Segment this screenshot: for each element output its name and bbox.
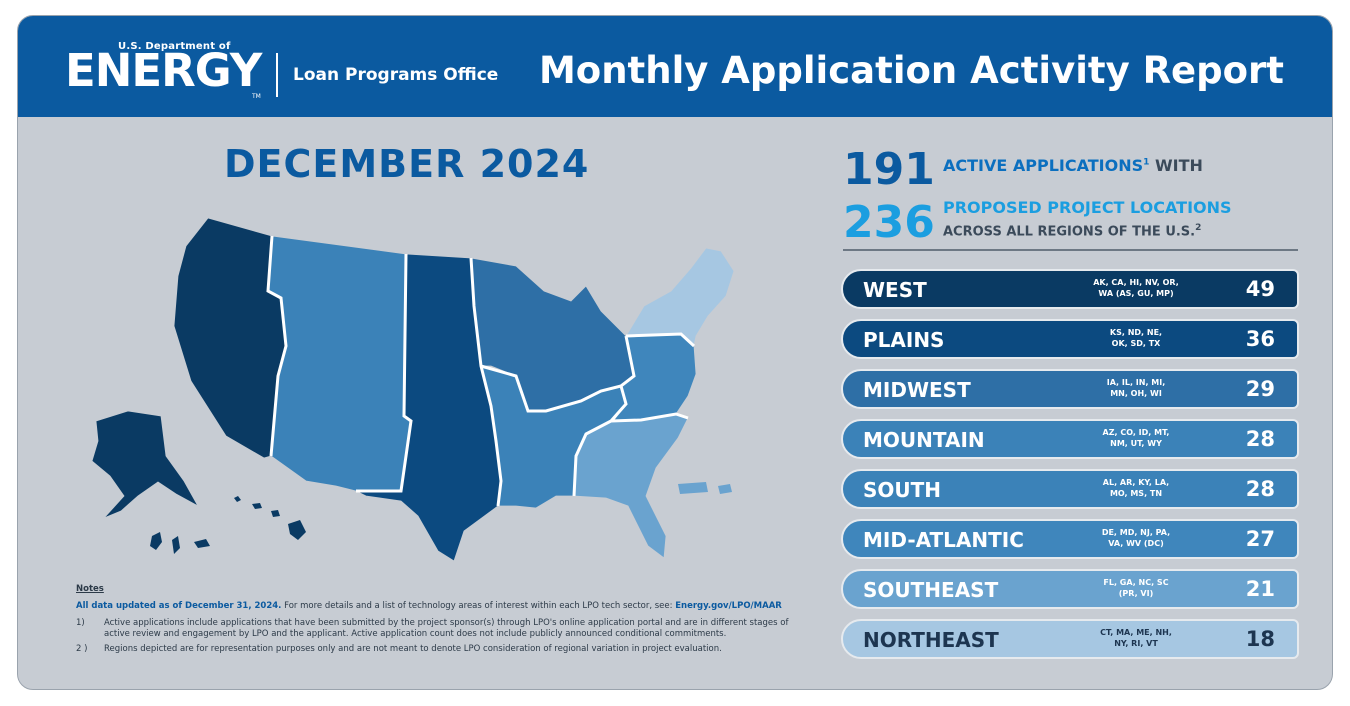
map-region-west-territories xyxy=(150,532,210,554)
note-item: 1) Active applications include applicatio… xyxy=(76,618,796,640)
energy-logo: ENERGY xyxy=(65,44,262,97)
footnote-ref-2: 2 xyxy=(1195,223,1202,233)
notes-updated-date: All data updated as of December 31, 2024… xyxy=(76,601,282,611)
stats-divider xyxy=(843,249,1298,251)
notes-lead: All data updated as of December 31, 2024… xyxy=(76,601,796,612)
map-region-west-hawaii xyxy=(234,496,306,540)
region-count: 21 xyxy=(1245,577,1275,601)
project-locations-sub: ACROSS ALL REGIONS OF THE U.S.2 xyxy=(943,223,1201,239)
region-states: AZ, CO, ID, MT, NM, UT, WY xyxy=(1076,427,1196,449)
project-locations-label: PROPOSED PROJECT LOCATIONS xyxy=(943,198,1232,217)
notes-link[interactable]: Energy.gov/LPO/MAAR xyxy=(675,601,782,611)
office-name: Loan Programs Office xyxy=(293,65,499,85)
region-states-line: FL, GA, NC, SC xyxy=(1103,578,1169,587)
region-name: MOUNTAIN xyxy=(863,428,985,452)
map-region-mountain xyxy=(267,235,412,492)
map-region-west-alaska xyxy=(91,410,200,519)
footnote-ref-1: 1 xyxy=(1143,157,1150,168)
region-states-line: CT, MA, ME, NH, xyxy=(1100,628,1172,637)
note-item: 2 ) Regions depicted are for representati… xyxy=(76,644,796,655)
region-row-mountain: MOUNTAIN AZ, CO, ID, MT, NM, UT, WY 28 xyxy=(841,419,1299,459)
logo-divider xyxy=(276,53,278,97)
report-card: U.S. Department of ENERGY TM Loan Progra… xyxy=(17,15,1333,690)
region-count: 49 xyxy=(1245,277,1275,301)
note-text: Regions depicted are for representation … xyxy=(104,644,722,654)
region-states-line: MO, MS, TN xyxy=(1109,489,1163,498)
region-states: DE, MD, NJ, PA, VA, WV (DC) xyxy=(1076,527,1196,549)
region-states-line: OK, SD, TX xyxy=(1111,339,1161,348)
logo-trademark: TM xyxy=(252,93,261,100)
note-text: Active applications include applications… xyxy=(104,618,789,639)
region-count: 28 xyxy=(1245,427,1275,451)
region-states: AK, CA, HI, NV, OR, WA (AS, GU, MP) xyxy=(1076,277,1196,299)
logo-department-text: U.S. Department of xyxy=(118,41,231,52)
notes-lead-text: For more details and a list of technolog… xyxy=(284,601,673,611)
region-states-line: NY, RI, VT xyxy=(1114,639,1158,648)
note-number: 1) xyxy=(76,618,85,628)
active-applications-label: ACTIVE APPLICATIONS1 WITH xyxy=(943,156,1203,175)
report-title: Monthly Application Activity Report xyxy=(538,49,1284,92)
region-count: 36 xyxy=(1245,327,1275,351)
map-region-northeast xyxy=(625,247,735,347)
active-applications-text: ACTIVE APPLICATIONS xyxy=(943,156,1144,175)
map-region-southeast xyxy=(573,413,689,559)
region-states: AL, AR, KY, LA, MO, MS, TN xyxy=(1076,477,1196,499)
region-states-line: MN, OH, WI xyxy=(1110,389,1162,398)
region-row-southeast: SOUTHEAST FL, GA, NC, SC (PR, VI) 21 xyxy=(841,569,1299,609)
region-count: 29 xyxy=(1245,377,1275,401)
region-name: SOUTH xyxy=(863,478,942,502)
report-month: DECEMBER 2024 xyxy=(224,142,590,186)
across-regions-text: ACROSS ALL REGIONS OF THE U.S. xyxy=(943,224,1196,240)
region-states-line: NM, UT, WY xyxy=(1110,439,1162,448)
region-states: FL, GA, NC, SC (PR, VI) xyxy=(1076,577,1196,599)
region-states-line: AL, AR, KY, LA, xyxy=(1102,478,1170,487)
region-row-plains: PLAINS KS, ND, NE, OK, SD, TX 36 xyxy=(841,319,1299,359)
region-states-line: VA, WV (DC) xyxy=(1108,539,1164,548)
region-row-mid-atlantic: MID-ATLANTIC DE, MD, NJ, PA, VA, WV (DC) 27 xyxy=(841,519,1299,559)
region-row-west: WEST AK, CA, HI, NV, OR, WA (AS, GU, MP) 49 xyxy=(841,269,1299,309)
map-region-southeast-territories xyxy=(678,482,732,494)
region-name: MID-ATLANTIC xyxy=(863,528,1024,552)
region-count: 28 xyxy=(1245,477,1275,501)
region-name: PLAINS xyxy=(863,328,945,352)
region-count: 27 xyxy=(1245,527,1275,551)
region-states: CT, MA, ME, NH, NY, RI, VT xyxy=(1076,627,1196,649)
region-list: WEST AK, CA, HI, NV, OR, WA (AS, GU, MP) 49… xyxy=(841,269,1299,669)
notes-title: Notes xyxy=(76,584,104,594)
region-states-line: (PR, VI) xyxy=(1118,589,1154,598)
note-number: 2 ) xyxy=(76,644,88,654)
region-states-line: KS, ND, NE, xyxy=(1109,328,1163,337)
region-states-line: DE, MD, NJ, PA, xyxy=(1101,528,1171,537)
region-row-south: SOUTH AL, AR, KY, LA, MO, MS, TN 28 xyxy=(841,469,1299,509)
region-name: SOUTHEAST xyxy=(863,578,999,602)
region-states: IA, IL, IN, MI, MN, OH, WI xyxy=(1076,377,1196,399)
us-regions-map xyxy=(91,217,735,562)
region-count: 18 xyxy=(1245,627,1275,651)
region-name: NORTHEAST xyxy=(863,628,999,652)
notes-section: Notes All data updated as of December 31… xyxy=(76,584,796,659)
with-text: WITH xyxy=(1154,156,1203,175)
region-states-line: WA (AS, GU, MP) xyxy=(1098,289,1174,298)
region-states-line: IA, IL, IN, MI, xyxy=(1106,378,1166,387)
map-region-boundaries xyxy=(266,235,696,507)
region-row-midwest: MIDWEST IA, IL, IN, MI, MN, OH, WI 29 xyxy=(841,369,1299,409)
project-locations-count: 236 xyxy=(843,197,935,248)
region-states-line: AZ, CO, ID, MT, xyxy=(1102,428,1170,437)
region-row-northeast: NORTHEAST CT, MA, ME, NH, NY, RI, VT 18 xyxy=(841,619,1299,659)
report-header: U.S. Department of ENERGY TM Loan Progra… xyxy=(18,16,1332,117)
region-states: KS, ND, NE, OK, SD, TX xyxy=(1076,327,1196,349)
region-states-line: AK, CA, HI, NV, OR, xyxy=(1093,278,1179,287)
active-applications-count: 191 xyxy=(843,144,935,195)
region-name: MIDWEST xyxy=(863,378,971,402)
region-name: WEST xyxy=(863,278,927,302)
